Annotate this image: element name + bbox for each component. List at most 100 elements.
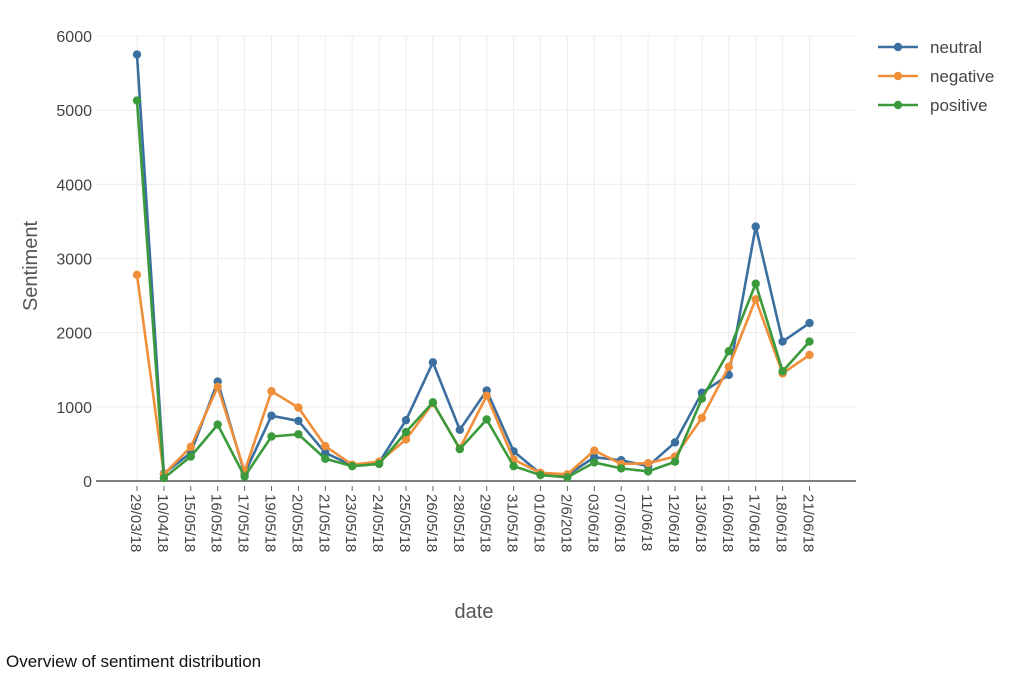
x-tick-label: 13/06/18 [692, 494, 709, 552]
series-group [132, 50, 814, 483]
data-point-positive [724, 347, 733, 356]
axes: 0 1000 2000 3000 4000 5000 6000 29/03/18 10/04/1… [56, 29, 856, 552]
data-point-negative [590, 446, 599, 455]
grid-lines [96, 35, 856, 481]
legend[interactable]: neutral negative positive [878, 38, 994, 115]
data-point-positive [751, 279, 760, 288]
data-point-neutral [267, 411, 276, 420]
x-tick-label: 26/05/18 [423, 494, 440, 552]
x-tick-label: 16/05/18 [208, 494, 225, 552]
data-point-positive [213, 420, 222, 429]
data-point-neutral [132, 50, 142, 59]
x-tick-label: 23/05/18 [342, 494, 359, 552]
data-point-negative [401, 435, 411, 444]
y-tick-label: 3000 [56, 252, 92, 269]
x-tick-label: 18/06/18 [773, 494, 790, 552]
data-point-neutral [294, 416, 303, 426]
data-point-negative [643, 459, 653, 468]
x-tick-label: 07/06/18 [611, 494, 628, 552]
data-point-positive [778, 367, 787, 376]
sentiment-line-chart: 0 1000 2000 3000 4000 5000 6000 29/03/18 10/04/1… [20, 29, 994, 623]
data-point-positive [563, 473, 572, 482]
data-point-positive [294, 430, 303, 439]
x-axis-label: date [455, 601, 494, 623]
x-tick-label: 19/05/18 [262, 494, 279, 552]
data-point-positive [186, 452, 195, 461]
y-tick-label: 1000 [56, 400, 92, 417]
x-tick-label: 16/06/18 [719, 494, 736, 552]
data-point-negative [697, 413, 707, 423]
x-tick-label: 12/06/18 [665, 494, 682, 552]
data-point-positive [428, 398, 438, 407]
data-point-positive [321, 454, 330, 463]
x-tick-label: 10/04/18 [154, 494, 171, 552]
data-point-positive [455, 444, 464, 454]
x-tick-label: 2/6/2018 [557, 494, 574, 552]
x-tick-label: 01/06/18 [531, 494, 548, 552]
data-point-positive [240, 472, 249, 481]
data-point-negative [267, 387, 276, 396]
data-point-negative [132, 270, 142, 280]
data-point-negative [805, 350, 814, 360]
y-tick-label: 2000 [56, 326, 92, 343]
legend-swatch-marker-negative [893, 71, 903, 81]
data-point-positive [132, 96, 142, 105]
x-tick-label: 31/05/18 [504, 494, 521, 552]
data-point-positive [159, 473, 169, 483]
data-point-neutral [321, 448, 330, 458]
x-tick-label: 24/05/18 [369, 494, 386, 552]
data-point-negative [213, 382, 222, 392]
y-tick-label: 6000 [56, 29, 92, 46]
data-point-positive [670, 457, 680, 466]
figure-caption: Overview of sentiment distribution [6, 652, 262, 671]
data-point-neutral [778, 337, 787, 346]
y-tick-label: 0 [83, 474, 92, 491]
data-point-neutral [428, 358, 438, 367]
data-point-positive [536, 470, 545, 480]
data-point-neutral [401, 415, 411, 425]
data-point-positive [643, 467, 653, 476]
x-tick-label: 20/05/18 [288, 494, 305, 552]
data-point-positive [267, 432, 276, 441]
data-point-positive [401, 427, 411, 437]
data-point-positive [509, 461, 518, 471]
x-tick-label: 03/06/18 [584, 494, 601, 552]
y-tick-label: 4000 [56, 177, 92, 194]
chart-svg: 0 1000 2000 3000 4000 5000 6000 29/03/18 10/04/1… [20, 29, 994, 623]
data-point-neutral [805, 318, 814, 328]
legend-item-positive: positive [930, 96, 988, 115]
data-point-neutral [751, 222, 760, 231]
data-point-negative [186, 442, 195, 452]
x-tick-label: 11/06/18 [638, 494, 655, 551]
data-point-negative [724, 362, 733, 371]
data-point-negative [321, 441, 330, 451]
y-tick-label: 5000 [56, 103, 92, 120]
x-tick-label: 21/05/18 [315, 494, 332, 552]
x-tick-label: 21/06/18 [800, 494, 817, 552]
data-point-positive [697, 394, 707, 403]
data-point-positive [590, 458, 599, 467]
data-point-positive [805, 337, 814, 346]
x-tick-label: 29/05/18 [477, 494, 494, 552]
x-tick-label: 17/06/18 [746, 494, 763, 552]
x-tick-label: 15/05/18 [181, 494, 198, 552]
data-point-positive [348, 461, 357, 471]
x-tick-label: 29/03/18 [127, 494, 144, 552]
data-point-negative [482, 391, 491, 400]
series-line-positive [135, 99, 811, 480]
data-point-positive [482, 415, 491, 424]
x-tick-label: 25/05/18 [396, 494, 413, 552]
legend-swatch-marker-neutral [893, 42, 903, 52]
data-point-neutral [455, 425, 464, 435]
legend-swatch-marker-positive [893, 100, 903, 110]
x-tick-label: 28/05/18 [450, 494, 467, 552]
data-point-negative [751, 295, 760, 304]
data-point-neutral [670, 438, 680, 447]
data-point-positive [617, 464, 626, 473]
series-line-negative [135, 273, 811, 476]
series-line-neutral [135, 53, 811, 477]
data-point-negative [294, 403, 303, 412]
data-point-positive [374, 459, 384, 469]
x-tick-label: 17/05/18 [235, 494, 252, 552]
legend-item-neutral: neutral [930, 38, 982, 57]
